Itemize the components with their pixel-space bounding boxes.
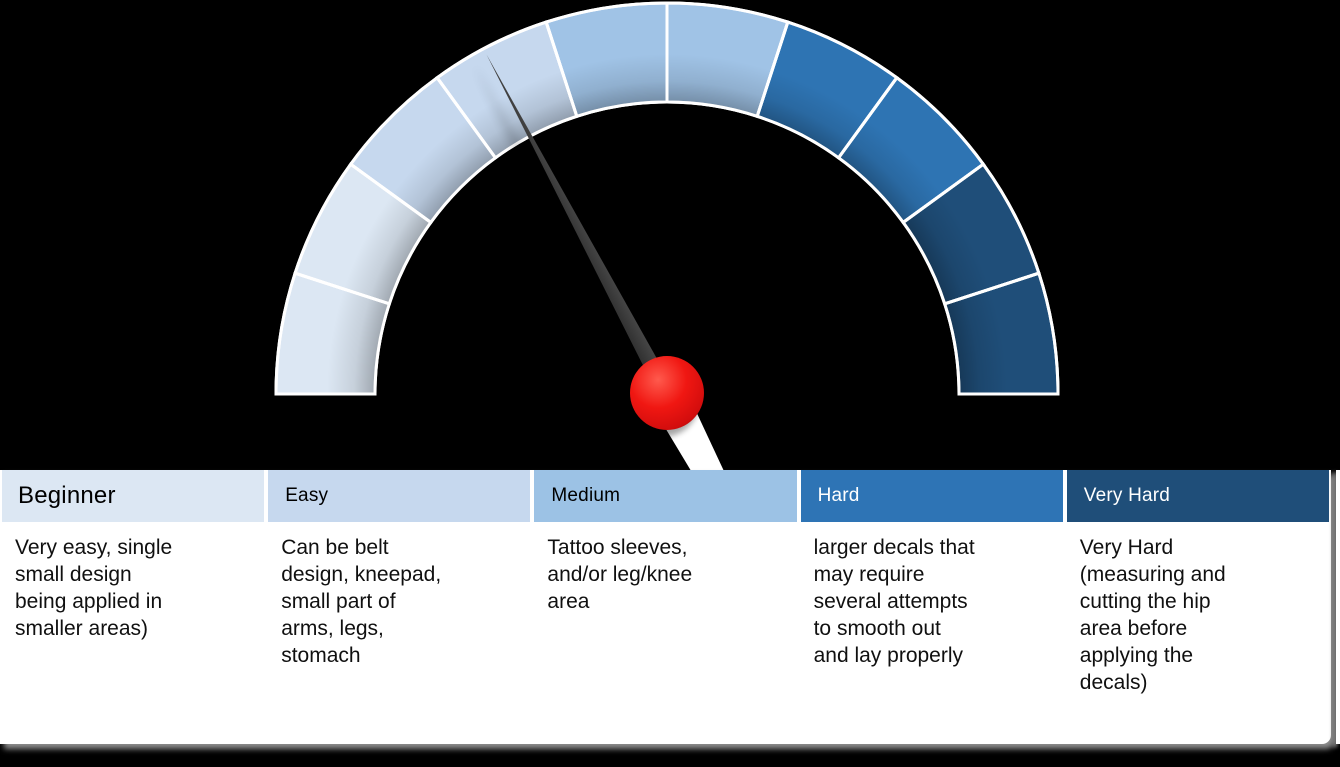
table-header-very-hard: Very Hard: [1066, 470, 1329, 522]
gauge-segment-borders: [274, 1, 1060, 396]
difficulty-table-header-row: Beginner Easy Medium Hard Very Hard: [2, 470, 1329, 522]
table-cell-easy-description: Can be belt design, kneepad, small part …: [281, 536, 442, 667]
table-header-hard: Hard: [800, 470, 1063, 522]
cropped-card-edge: [1336, 470, 1340, 744]
table-header-beginner: Beginner: [2, 470, 265, 522]
gauge-chart: [274, 1, 1060, 470]
table-cell-very-hard-description: Very Hard (measuring and cutting the hip…: [1079, 536, 1226, 694]
table-cell-hard-description: larger decals that may require several a…: [813, 536, 975, 667]
table-cell-beginner-description: Very easy, single small design being app…: [15, 536, 173, 640]
table-cell-medium-description: Tattoo sleeves, and/or leg/knee area: [547, 536, 693, 613]
difficulty-table: Beginner Easy Medium Hard Very Hard Very eas…: [0, 470, 1331, 744]
table-header-easy: Easy: [268, 470, 531, 522]
gauge-inner-shadow: [276, 3, 1058, 394]
hub-circle: [630, 356, 704, 430]
gauge-needle-hub: [627, 356, 704, 437]
needle-shadow: [473, 63, 662, 407]
needle-pointer: [486, 54, 675, 398]
difficulty-table-body-row: Very easy, single small design being app…: [2, 526, 1329, 744]
table-header-medium: Medium: [534, 470, 797, 522]
